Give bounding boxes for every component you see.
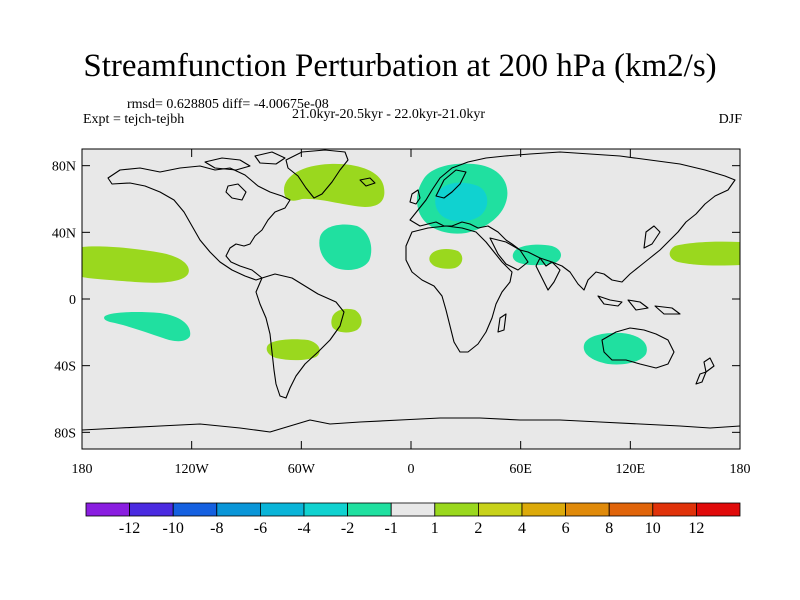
- lon-tick-label: 180: [730, 462, 751, 477]
- colorbar-label: 8: [605, 520, 613, 537]
- colorbar-swatch: [259, 502, 305, 517]
- anomaly-south-america-positive: [266, 339, 320, 361]
- anomaly-north-atlantic-positive: [284, 163, 385, 207]
- coastline-africa: [405, 225, 513, 353]
- coastline-south-america: [255, 273, 345, 399]
- colorbar-label: 2: [474, 520, 482, 537]
- lat-tick-label: 40S: [54, 360, 76, 375]
- anomaly-west-pacific-positive: [669, 241, 740, 266]
- colorbar-swatch: [172, 502, 218, 517]
- lon-tick-label: 60E: [509, 462, 532, 477]
- colorbar-swatch: [521, 502, 566, 517]
- anomaly-north-africa-positive: [429, 248, 463, 269]
- lat-tick-label: 80S: [54, 426, 76, 441]
- anomaly-south-atlantic-positive: [331, 308, 362, 333]
- coastline-greenland: [285, 149, 349, 199]
- colorbar-label: 1: [431, 520, 439, 537]
- coastline-arctic-islands: [204, 157, 251, 171]
- anomaly-east-pacific-positive: [82, 246, 189, 283]
- anomaly-atlantic-negative: [319, 224, 372, 270]
- lon-tick-label: 180: [72, 462, 93, 477]
- lon-tick-label: 60W: [288, 462, 316, 477]
- latitude-axis: 80N 40N 0 40S 80S: [52, 160, 740, 441]
- anomaly-layer: [82, 163, 740, 365]
- rmsd-diff-stats: rmsd= 0.628805 diff= -4.00675e-08: [127, 97, 329, 112]
- colorbar-swatch: [652, 502, 697, 517]
- coastlines: [82, 149, 740, 433]
- colorbar-swatch: [85, 502, 130, 517]
- coastline-scandinavia: [435, 169, 467, 199]
- colorbar-label: -6: [254, 520, 267, 537]
- anomaly-arabia-negative: [512, 244, 562, 266]
- lat-tick-label: 40N: [52, 226, 76, 241]
- coastline-india: [535, 257, 561, 291]
- lon-tick-label: 0: [408, 462, 415, 477]
- coastline-eurasia: [409, 151, 736, 291]
- colorbar-swatch: [565, 502, 610, 517]
- colorbar-label: 12: [688, 520, 704, 537]
- experiment-label: Expt = tejch-tejbh: [83, 112, 185, 127]
- colorbar-swatch: [696, 502, 741, 517]
- map-title: Streamfunction Perturbation at 200 hPa (…: [83, 48, 717, 84]
- colorbar-swatch: [477, 502, 523, 517]
- colorbar-label: -12: [119, 520, 140, 537]
- lat-tick-label: 0: [69, 293, 76, 308]
- coastline-hudson-bay: [225, 183, 247, 201]
- colorbar-swatch: [347, 502, 392, 517]
- colorbar-label: 10: [645, 520, 661, 537]
- period-label: 21.0kyr-20.5kyr - 22.0kyr-21.0kyr: [292, 107, 486, 122]
- anomaly-south-pacific-negative: [104, 312, 191, 342]
- longitude-axis: 180 120W 60W 0 60E 120E 180: [72, 149, 751, 477]
- colorbar-label: -2: [341, 520, 354, 537]
- colorbar: -12 -10 -8 -6 -4 -2 -1 1 2 4 6 8 10 12: [85, 502, 741, 537]
- lat-tick-label: 80N: [52, 160, 76, 175]
- colorbar-swatch: [390, 502, 436, 517]
- colorbar-label: -8: [210, 520, 223, 537]
- lon-tick-label: 120E: [616, 462, 646, 477]
- colorbar-label: -4: [297, 520, 310, 537]
- colorbar-label: -1: [385, 520, 398, 537]
- map-background: [82, 149, 740, 449]
- lon-tick-label: 120W: [175, 462, 210, 477]
- coastline-british-isles: [409, 189, 421, 205]
- colorbar-swatch: [129, 502, 174, 517]
- colorbar-swatch: [608, 502, 654, 517]
- colorbar-swatch: [434, 502, 479, 517]
- coastline-australia: [601, 327, 675, 369]
- colorbar-label: 6: [562, 520, 570, 537]
- coastline-japan: [643, 225, 661, 249]
- colorbar-label: -10: [163, 520, 184, 537]
- season-label: DJF: [718, 112, 742, 127]
- anomaly-europe-negative-core: [435, 182, 488, 222]
- colorbar-label: 4: [518, 520, 526, 537]
- coastline-arabia: [489, 237, 529, 271]
- colorbar-swatch: [216, 502, 261, 517]
- anomaly-australia-negative: [583, 332, 647, 365]
- colorbar-swatch: [303, 502, 348, 517]
- coastline-antarctica: [82, 417, 740, 433]
